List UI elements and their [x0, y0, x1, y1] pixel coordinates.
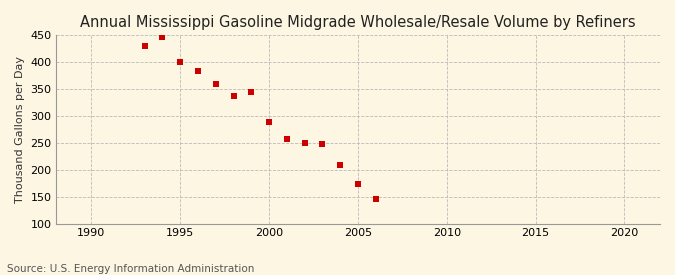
Point	[299, 140, 310, 145]
Point	[352, 182, 363, 186]
Point	[281, 137, 292, 141]
Point	[211, 82, 221, 86]
Point	[335, 163, 346, 167]
Point	[192, 69, 203, 74]
Text: Source: U.S. Energy Information Administration: Source: U.S. Energy Information Administ…	[7, 264, 254, 274]
Point	[246, 90, 256, 95]
Y-axis label: Thousand Gallons per Day: Thousand Gallons per Day	[15, 56, 25, 203]
Point	[371, 196, 381, 201]
Point	[317, 142, 328, 146]
Point	[175, 59, 186, 64]
Point	[157, 35, 168, 39]
Point	[264, 120, 275, 124]
Title: Annual Mississippi Gasoline Midgrade Wholesale/Resale Volume by Refiners: Annual Mississippi Gasoline Midgrade Who…	[80, 15, 636, 30]
Point	[139, 44, 150, 48]
Point	[228, 94, 239, 98]
